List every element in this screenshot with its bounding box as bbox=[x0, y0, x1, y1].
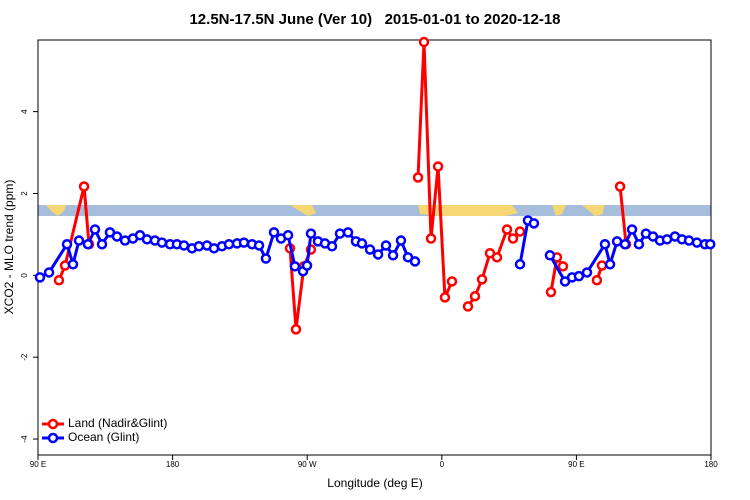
data-point bbox=[141, 234, 153, 245]
data-point bbox=[53, 274, 65, 286]
y-tick-label: -2 bbox=[20, 353, 29, 361]
data-point bbox=[268, 227, 280, 238]
data-point bbox=[380, 240, 392, 251]
data-point bbox=[342, 227, 354, 238]
data-point bbox=[432, 161, 444, 172]
data-point bbox=[387, 250, 399, 261]
ocean-band bbox=[38, 205, 711, 216]
data-point bbox=[626, 224, 638, 235]
data-point bbox=[604, 259, 616, 270]
data-point bbox=[557, 261, 569, 272]
land-patch bbox=[582, 205, 604, 216]
land-patch bbox=[46, 205, 66, 216]
data-point bbox=[409, 256, 421, 267]
y-tick-label: -4 bbox=[20, 435, 29, 443]
data-point bbox=[491, 252, 503, 263]
chart-title: 12.5N-17.5N June (Ver 10) 2015-01-01 to … bbox=[189, 11, 560, 28]
data-point bbox=[372, 249, 384, 260]
x-tick-label: 180 bbox=[166, 460, 180, 469]
data-point bbox=[111, 231, 123, 242]
data-point bbox=[223, 238, 235, 250]
data-point bbox=[614, 181, 626, 192]
data-point bbox=[446, 276, 458, 287]
data-point bbox=[573, 270, 585, 282]
data-point bbox=[425, 233, 437, 244]
data-point bbox=[89, 224, 101, 235]
data-point bbox=[43, 267, 55, 278]
data-point bbox=[439, 292, 451, 303]
data-point bbox=[514, 226, 526, 237]
data-point bbox=[364, 244, 376, 255]
legend-marker bbox=[47, 432, 59, 444]
data-point bbox=[78, 181, 90, 192]
data-point bbox=[691, 237, 703, 248]
data-point bbox=[412, 172, 424, 183]
data-point bbox=[476, 274, 488, 285]
x-tick-label: 90 E bbox=[568, 460, 584, 469]
data-point bbox=[591, 274, 603, 286]
y-tick-label: 0 bbox=[20, 273, 29, 278]
data-point bbox=[633, 238, 645, 250]
data-point bbox=[619, 238, 631, 250]
data-point bbox=[596, 260, 608, 271]
data-point bbox=[61, 238, 73, 250]
data-point bbox=[178, 240, 190, 251]
data-point bbox=[507, 233, 519, 244]
data-point bbox=[356, 238, 368, 249]
data-point bbox=[260, 253, 272, 264]
data-point bbox=[67, 259, 79, 270]
data-point bbox=[193, 241, 205, 252]
series-line bbox=[57, 41, 628, 330]
y-tick-label: 4 bbox=[20, 109, 29, 114]
data-point bbox=[334, 228, 346, 239]
x-tick-label: 90 W bbox=[298, 460, 317, 469]
data-point bbox=[469, 290, 481, 302]
data-point bbox=[305, 228, 317, 239]
land-patch bbox=[418, 205, 518, 216]
x-tick-label: 90 E bbox=[30, 460, 46, 469]
data-point bbox=[282, 229, 294, 241]
data-point bbox=[253, 240, 265, 251]
data-point bbox=[290, 324, 302, 335]
x-tick-label: 180 bbox=[704, 460, 718, 469]
data-point bbox=[238, 237, 250, 248]
y-tick-label: 2 bbox=[20, 191, 29, 196]
legend-label: Ocean (Glint) bbox=[68, 430, 139, 444]
data-point bbox=[705, 238, 716, 250]
data-point bbox=[599, 238, 611, 250]
data-point bbox=[514, 259, 526, 270]
data-point bbox=[581, 267, 593, 278]
data-point bbox=[544, 250, 556, 261]
land-patch bbox=[552, 205, 566, 216]
x-tick-label: 0 bbox=[440, 460, 445, 469]
data-point bbox=[59, 260, 71, 271]
y-axis-label: XCO2 - MLO trend (ppm) bbox=[2, 180, 16, 315]
data-point bbox=[289, 261, 301, 272]
land-patch bbox=[290, 205, 316, 216]
data-point bbox=[156, 237, 168, 248]
data-point bbox=[34, 272, 46, 283]
data-point bbox=[395, 235, 407, 246]
data-point bbox=[528, 218, 540, 229]
legend-label: Land (Nadir&Glint) bbox=[68, 416, 167, 430]
legend-marker bbox=[47, 418, 59, 430]
land-mask bbox=[38, 205, 711, 216]
data-point bbox=[501, 224, 513, 235]
data-point bbox=[418, 36, 430, 48]
x-axis-label: Longitude (deg E) bbox=[327, 476, 422, 490]
data-point bbox=[301, 260, 313, 271]
data-point bbox=[82, 238, 94, 250]
data-point bbox=[73, 235, 85, 246]
data-point bbox=[545, 286, 557, 298]
data-point bbox=[96, 238, 108, 250]
data-point bbox=[462, 301, 474, 312]
data-point bbox=[326, 241, 338, 252]
